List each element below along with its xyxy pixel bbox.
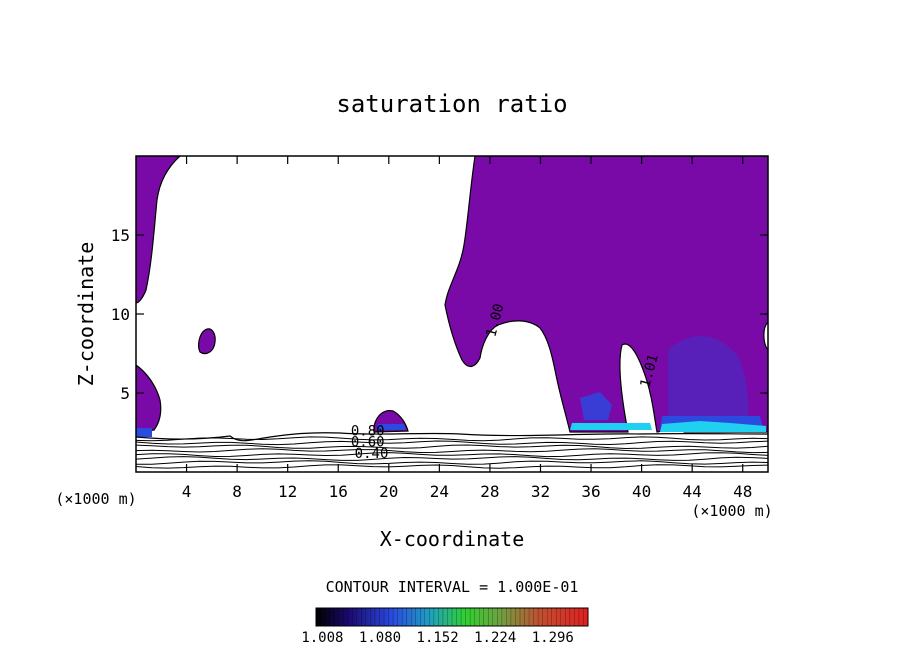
x-unit-label-left: (×1000 m) [55, 490, 136, 508]
x-tick-label: 48 [733, 482, 752, 501]
surface-contour-line [136, 440, 768, 446]
y-axis-ticks: 5 10 15 [111, 226, 768, 403]
colorbar-tick-label: 1.296 [532, 630, 574, 646]
supersat-patch-x36-dark [580, 392, 612, 420]
colorbar-tick-label: 1.008 [301, 630, 343, 646]
supersat-patch-x20 [376, 424, 406, 430]
x-tick-label: 16 [329, 482, 348, 501]
x-tick-label: 40 [632, 482, 651, 501]
x-tick-label: 36 [581, 482, 600, 501]
surface-contour-lines [136, 436, 768, 469]
colorbar-tick-labels: 1.008 1.080 1.152 1.224 1.296 [301, 630, 574, 646]
plot-area [136, 156, 768, 469]
saturated-region-left-lower [136, 364, 162, 433]
surface-contour-line [136, 452, 768, 458]
x-axis-ticks: 4 8 12 16 20 24 28 32 36 40 44 48 [182, 156, 752, 501]
surface-contour-line [136, 456, 768, 461]
surface-contour-line [136, 464, 768, 469]
chart-title: saturation ratio [336, 90, 567, 118]
surface-contour-line [136, 448, 768, 454]
supersat-patch-base-left [136, 428, 152, 437]
contour-label: 0.40 [355, 446, 389, 462]
saturated-blob-x6 [198, 328, 216, 355]
surface-contour-line [136, 460, 768, 465]
surface-contour-top [136, 432, 768, 442]
x-tick-label: 32 [531, 482, 550, 501]
colorbar-tick-label: 1.152 [417, 630, 459, 646]
saturated-region-left [136, 156, 181, 304]
y-axis-label: Z-coordinate [74, 242, 98, 387]
colorbar-tick-label: 1.080 [359, 630, 401, 646]
x-tick-label: 28 [480, 482, 499, 501]
x-tick-label: 8 [232, 482, 242, 501]
contour-interval-text: CONTOUR INTERVAL = 1.000E-01 [326, 578, 579, 596]
supersat-patch-x45-dark [668, 336, 749, 428]
surface-contour-line [136, 444, 768, 450]
x-axis-label: X-coordinate [380, 527, 525, 551]
contour-label: 0.60 [351, 435, 385, 451]
y-tick-label: 5 [120, 384, 130, 403]
supersat-patch-x45-cyan [660, 421, 766, 432]
colorbar-stripes [320, 608, 584, 626]
y-tick-label: 10 [111, 305, 130, 324]
x-tick-label: 4 [182, 482, 192, 501]
x-tick-label: 12 [278, 482, 297, 501]
x-tick-label: 20 [379, 482, 398, 501]
y-tick-label: 15 [111, 226, 130, 245]
contour-label: 0.80 [351, 424, 385, 440]
colorbar-tick-label: 1.224 [474, 630, 516, 646]
x-tick-label: 24 [430, 482, 449, 501]
x-tick-label: 44 [683, 482, 702, 501]
x-unit-label-right: (×1000 m) [691, 502, 772, 520]
supersat-patch-x36 [570, 423, 652, 430]
surface-contour-line [136, 436, 768, 442]
